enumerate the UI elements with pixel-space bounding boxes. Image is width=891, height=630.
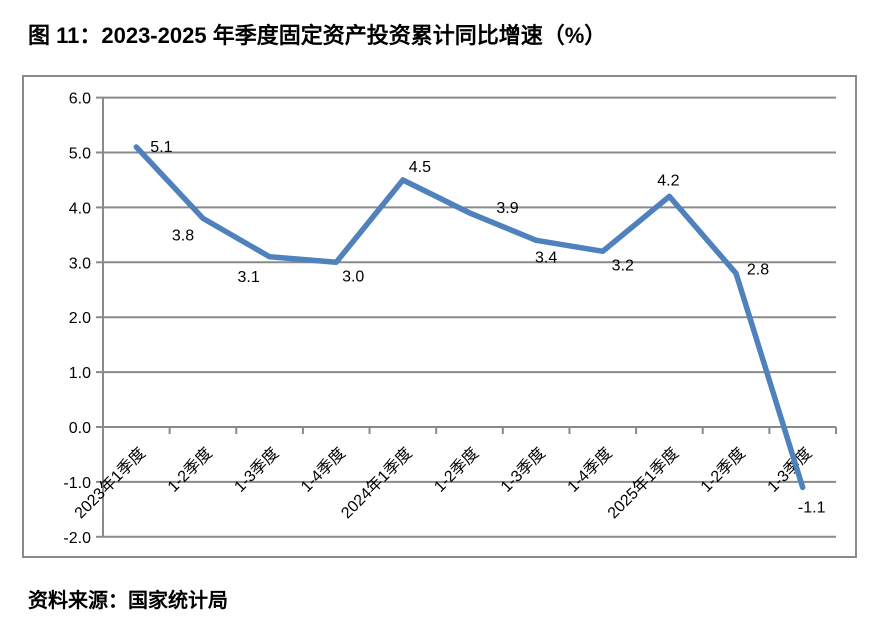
y-tick-label: 3.0 (69, 255, 91, 272)
data-label: -1.1 (798, 499, 826, 516)
y-tick-label: 4.0 (69, 200, 91, 217)
y-tick-label: -1.0 (63, 475, 91, 492)
data-label: 3.1 (237, 269, 259, 286)
page-title: 图 11：2023-2025 年季度固定资产投资累计同比增速（%） (28, 23, 607, 48)
y-tick-label: 5.0 (69, 146, 91, 163)
data-label: 2.8 (747, 261, 769, 278)
source-note: 资料来源：国家统计局 (28, 590, 228, 612)
y-tick-label: -2.0 (63, 530, 91, 547)
y-tick-label: 1.0 (69, 365, 91, 382)
y-tick-label: 6.0 (69, 91, 91, 108)
data-label: 5.1 (150, 139, 172, 156)
data-label: 4.2 (657, 172, 679, 189)
data-label: 4.5 (409, 159, 431, 176)
data-label: 3.8 (172, 227, 194, 244)
data-label: 3.4 (535, 249, 557, 266)
series-line (133, 144, 806, 491)
y-tick-label: 2.0 (69, 310, 91, 327)
data-label: 3.0 (342, 268, 364, 285)
data-label: 3.2 (612, 257, 634, 274)
data-label: 3.9 (496, 200, 518, 217)
y-tick-label: 0.0 (69, 420, 91, 437)
